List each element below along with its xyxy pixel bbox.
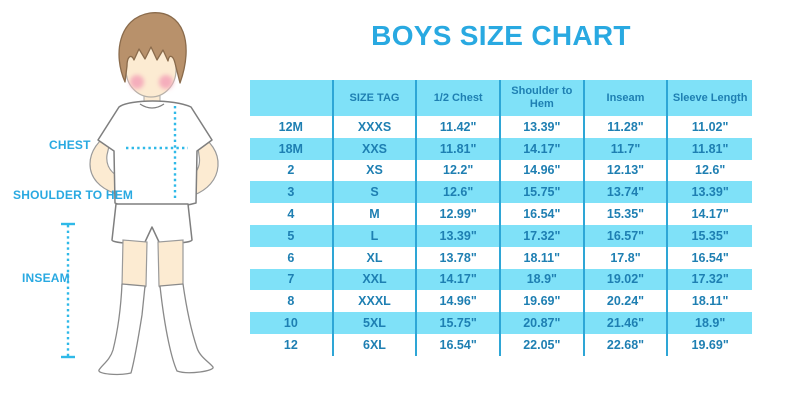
size-tag-cell: XS: [334, 159, 418, 182]
measurement-cell: 14.17": [691, 207, 729, 222]
size-cell: 7: [250, 268, 334, 291]
measurement-cell: 13.78": [417, 246, 501, 269]
size-cell: 12: [250, 333, 334, 356]
measurement-cell: 15.75": [417, 312, 501, 334]
measurement-cell: 19.69": [501, 290, 585, 313]
measurement-cell: 22.05": [501, 333, 585, 356]
measurement-cell: 12.2": [417, 159, 501, 182]
measurement-cell: 15.75": [500, 181, 585, 204]
size-cell: 8: [250, 290, 334, 313]
measurement-cell: 15.35": [668, 224, 752, 247]
boy-cheek-right: [159, 75, 173, 89]
size-tag-cell: XXS: [333, 137, 418, 160]
measurement-cell: 14.17": [500, 137, 585, 160]
measurement-cell: 20.87": [500, 312, 585, 334]
column-header-shoulder-to-hem: Shoulder to Hem: [500, 80, 585, 116]
measurement-cell: 16.54": [691, 250, 729, 265]
column-header-inseam: Inseam: [584, 80, 669, 116]
size-cell: 2: [250, 159, 334, 182]
measurement-cell: 11.28": [585, 116, 669, 138]
measurement-cell: 19.69": [691, 337, 729, 352]
boy-illustration: [61, 12, 219, 376]
measurement-cell: 14.96": [501, 159, 585, 182]
size-tag-cell: XXXS: [334, 116, 418, 138]
size-cell: 10: [250, 312, 334, 334]
measurement-cell: 22.68": [585, 333, 669, 356]
boy-left-sock: [98, 283, 146, 376]
measurement-cell: 18.9": [668, 312, 752, 334]
measurement-cell: 15.35": [585, 203, 669, 225]
size-cell: 5: [250, 224, 334, 247]
size-tag-cell: L: [333, 224, 418, 247]
measurement-cell: 12.13": [585, 159, 669, 182]
column-header-sleeve-length: Sleeve Length: [668, 80, 752, 116]
measurement-cell: 17.8": [585, 246, 669, 269]
measurement-cell: 18.11": [691, 294, 729, 309]
measurement-cell: 11.42": [417, 116, 501, 138]
boy-right-thigh: [157, 239, 184, 290]
measurement-cell: 12.99": [417, 203, 501, 225]
chest-label: CHEST: [49, 138, 91, 152]
measurement-lines: [61, 106, 188, 359]
measurement-cell: 13.74": [584, 181, 669, 204]
size-tag-cell: XL: [334, 246, 418, 269]
size-tag-cell: M: [334, 203, 418, 225]
measurement-cell: 19.02": [584, 268, 669, 291]
measurement-cell: 17.32": [500, 224, 585, 247]
measurement-cell: 18.11": [501, 246, 585, 269]
boy-left-thigh: [121, 239, 148, 290]
size-tag-cell: S: [333, 181, 418, 204]
measurement-cell: 16.54": [501, 203, 585, 225]
boy-cheek-left: [130, 75, 144, 89]
measurement-cell: 13.39": [668, 181, 752, 204]
measurement-cell: 16.57": [584, 224, 669, 247]
boy-right-sock: [159, 283, 214, 374]
measurement-cell: 12.6": [695, 163, 726, 178]
column-header-size: [250, 80, 334, 116]
size-cell: 4: [250, 203, 334, 225]
size-cell: 3: [250, 181, 334, 204]
page-title: BOYS SIZE CHART: [371, 20, 631, 51]
column-header-1-2-chest: 1/2 Chest: [417, 80, 501, 116]
size-cell: 6: [250, 246, 334, 269]
measurement-cell: 20.24": [585, 290, 669, 313]
boy-shorts: [111, 203, 193, 245]
measurement-cell: 21.46": [584, 312, 669, 334]
measurement-cell: 17.32": [668, 268, 752, 291]
size-table: SIZE TAG 1/2 Chest Shoulder to Hem Inseam Sl…: [250, 80, 752, 356]
size-cell: 18M: [250, 137, 334, 160]
measurement-cell: 13.39": [501, 116, 585, 138]
size-tag-cell: XXL: [333, 268, 418, 291]
size-cell: 12M: [250, 116, 334, 138]
measurement-cell: 11.81": [417, 137, 501, 160]
measurement-cell: 11.81": [668, 137, 752, 160]
boy-hair: [118, 12, 187, 84]
size-tag-cell: XXXL: [334, 290, 418, 313]
shoulder-to-hem-label: SHOULDER TO HEM: [13, 188, 134, 202]
column-header-size-tag: SIZE TAG: [333, 80, 418, 116]
size-tag-cell: 5XL: [333, 312, 418, 334]
measurement-cell: 11.7": [584, 137, 669, 160]
measurement-cell: 13.39": [417, 224, 501, 247]
inseam-label: INSEAM: [22, 271, 70, 285]
size-tag-cell: 6XL: [334, 333, 418, 356]
measurement-cell: 11.02": [691, 119, 729, 134]
boy-tshirt-neckline: [139, 103, 165, 109]
measurement-cell: 18.9": [500, 268, 585, 291]
measurement-cell: 12.6": [417, 181, 501, 204]
measurement-cell: 16.54": [417, 333, 501, 356]
measurement-cell: 14.17": [417, 268, 501, 291]
measurement-cell: 14.96": [417, 290, 501, 313]
